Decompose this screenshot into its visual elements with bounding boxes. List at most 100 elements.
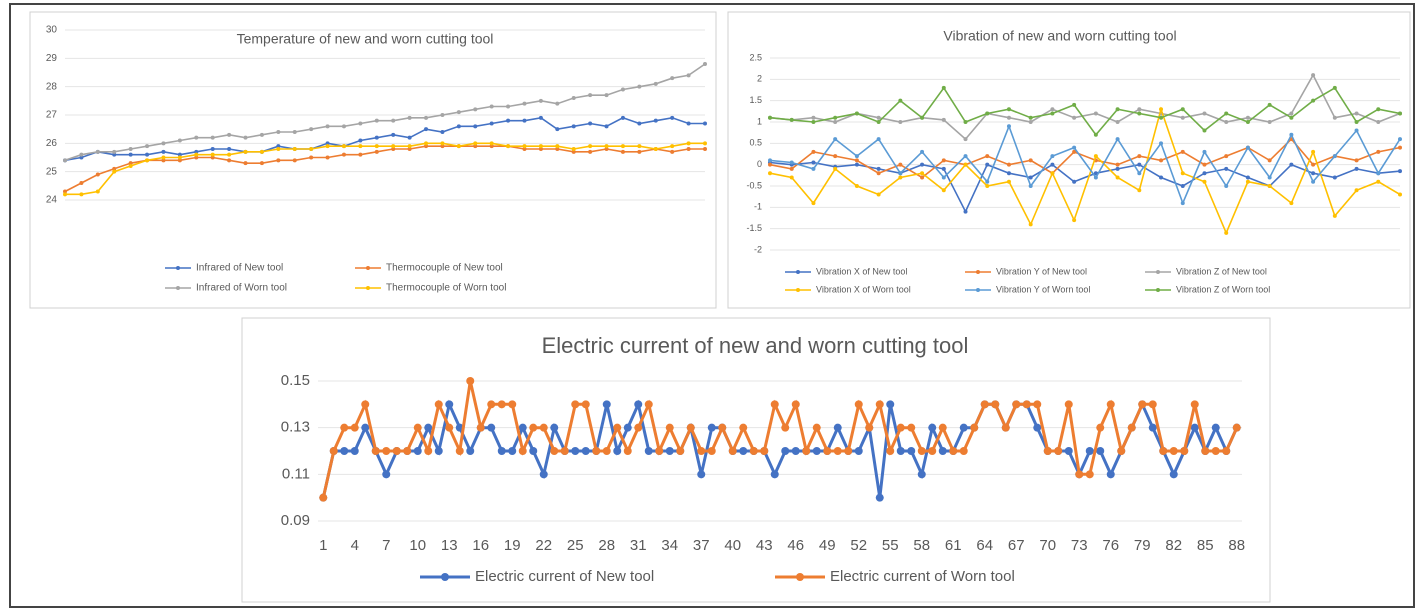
point: [623, 423, 632, 432]
y-tick-label: 27: [46, 110, 58, 121]
point: [1093, 175, 1098, 180]
x-tick-label: 85: [1197, 537, 1214, 554]
point: [1159, 158, 1164, 163]
x-tick-label: 4: [351, 537, 359, 554]
legend-marker: [976, 288, 980, 292]
x-tick-label: 40: [724, 537, 741, 554]
point: [854, 400, 863, 409]
series-line: [769, 86, 1401, 137]
point: [802, 447, 811, 455]
point: [1354, 166, 1359, 171]
point: [1376, 171, 1381, 176]
point: [476, 423, 485, 432]
point: [1245, 145, 1250, 150]
point: [1180, 149, 1185, 154]
point: [1137, 171, 1142, 176]
point: [1006, 115, 1011, 120]
legend-marker: [1156, 288, 1160, 292]
point: [538, 115, 543, 120]
point: [1224, 111, 1229, 116]
point: [703, 147, 707, 151]
point: [789, 175, 794, 180]
point: [292, 147, 297, 151]
point: [456, 124, 461, 129]
point: [898, 98, 903, 103]
point: [440, 144, 445, 149]
point: [1159, 141, 1164, 146]
point: [309, 147, 314, 151]
point: [1096, 423, 1105, 432]
point: [508, 447, 517, 455]
point: [1064, 447, 1073, 455]
point: [707, 447, 716, 455]
point: [833, 447, 842, 455]
point: [1180, 447, 1189, 455]
point: [1028, 222, 1033, 227]
point: [917, 447, 926, 455]
point: [876, 171, 881, 176]
point: [210, 155, 215, 160]
point: [907, 447, 916, 455]
point: [959, 447, 968, 455]
x-tick-label: 7: [382, 537, 390, 554]
legend-marker: [176, 266, 180, 270]
point: [413, 423, 422, 432]
point: [1232, 423, 1241, 432]
point: [1224, 184, 1229, 188]
point: [588, 144, 593, 149]
point: [571, 96, 576, 100]
point: [555, 147, 560, 151]
point: [473, 144, 478, 149]
point: [1115, 137, 1120, 142]
point: [1093, 111, 1098, 116]
point: [1398, 192, 1402, 197]
point: [538, 144, 543, 149]
point: [1148, 423, 1157, 432]
point: [571, 447, 580, 455]
y-tick-label: 0.5: [749, 138, 762, 148]
point: [854, 184, 859, 188]
legend-label: Electric current of Worn tool: [830, 568, 1015, 585]
point: [676, 447, 685, 455]
point: [1180, 201, 1185, 206]
point: [634, 423, 643, 432]
point: [1202, 162, 1207, 167]
point: [473, 141, 478, 146]
point: [604, 124, 609, 129]
point: [938, 423, 947, 432]
point: [227, 158, 232, 163]
point: [325, 155, 330, 160]
point: [1332, 175, 1337, 180]
point: [276, 130, 281, 134]
point: [1354, 120, 1359, 124]
point: [770, 470, 779, 479]
point: [833, 115, 838, 120]
point: [1050, 171, 1055, 176]
point: [276, 158, 281, 163]
point: [112, 166, 117, 171]
point: [128, 164, 133, 168]
point: [455, 447, 464, 455]
point: [259, 132, 264, 137]
legend-label: Vibration Y of Worn tool: [996, 284, 1090, 294]
point: [1311, 149, 1316, 154]
point: [686, 147, 691, 151]
x-tick-label: 16: [472, 537, 489, 554]
point: [1072, 179, 1077, 184]
point: [876, 137, 881, 142]
point: [325, 144, 330, 149]
point: [811, 166, 816, 171]
x-tick-label: 64: [976, 537, 993, 554]
point: [581, 447, 590, 455]
legend-marker: [1156, 270, 1160, 274]
point: [1202, 179, 1207, 184]
point: [79, 192, 84, 197]
point: [833, 154, 838, 159]
point: [613, 423, 622, 432]
series-line: [64, 116, 705, 162]
point: [456, 144, 461, 149]
point: [1033, 423, 1042, 432]
point: [424, 115, 429, 120]
point: [1398, 145, 1402, 150]
